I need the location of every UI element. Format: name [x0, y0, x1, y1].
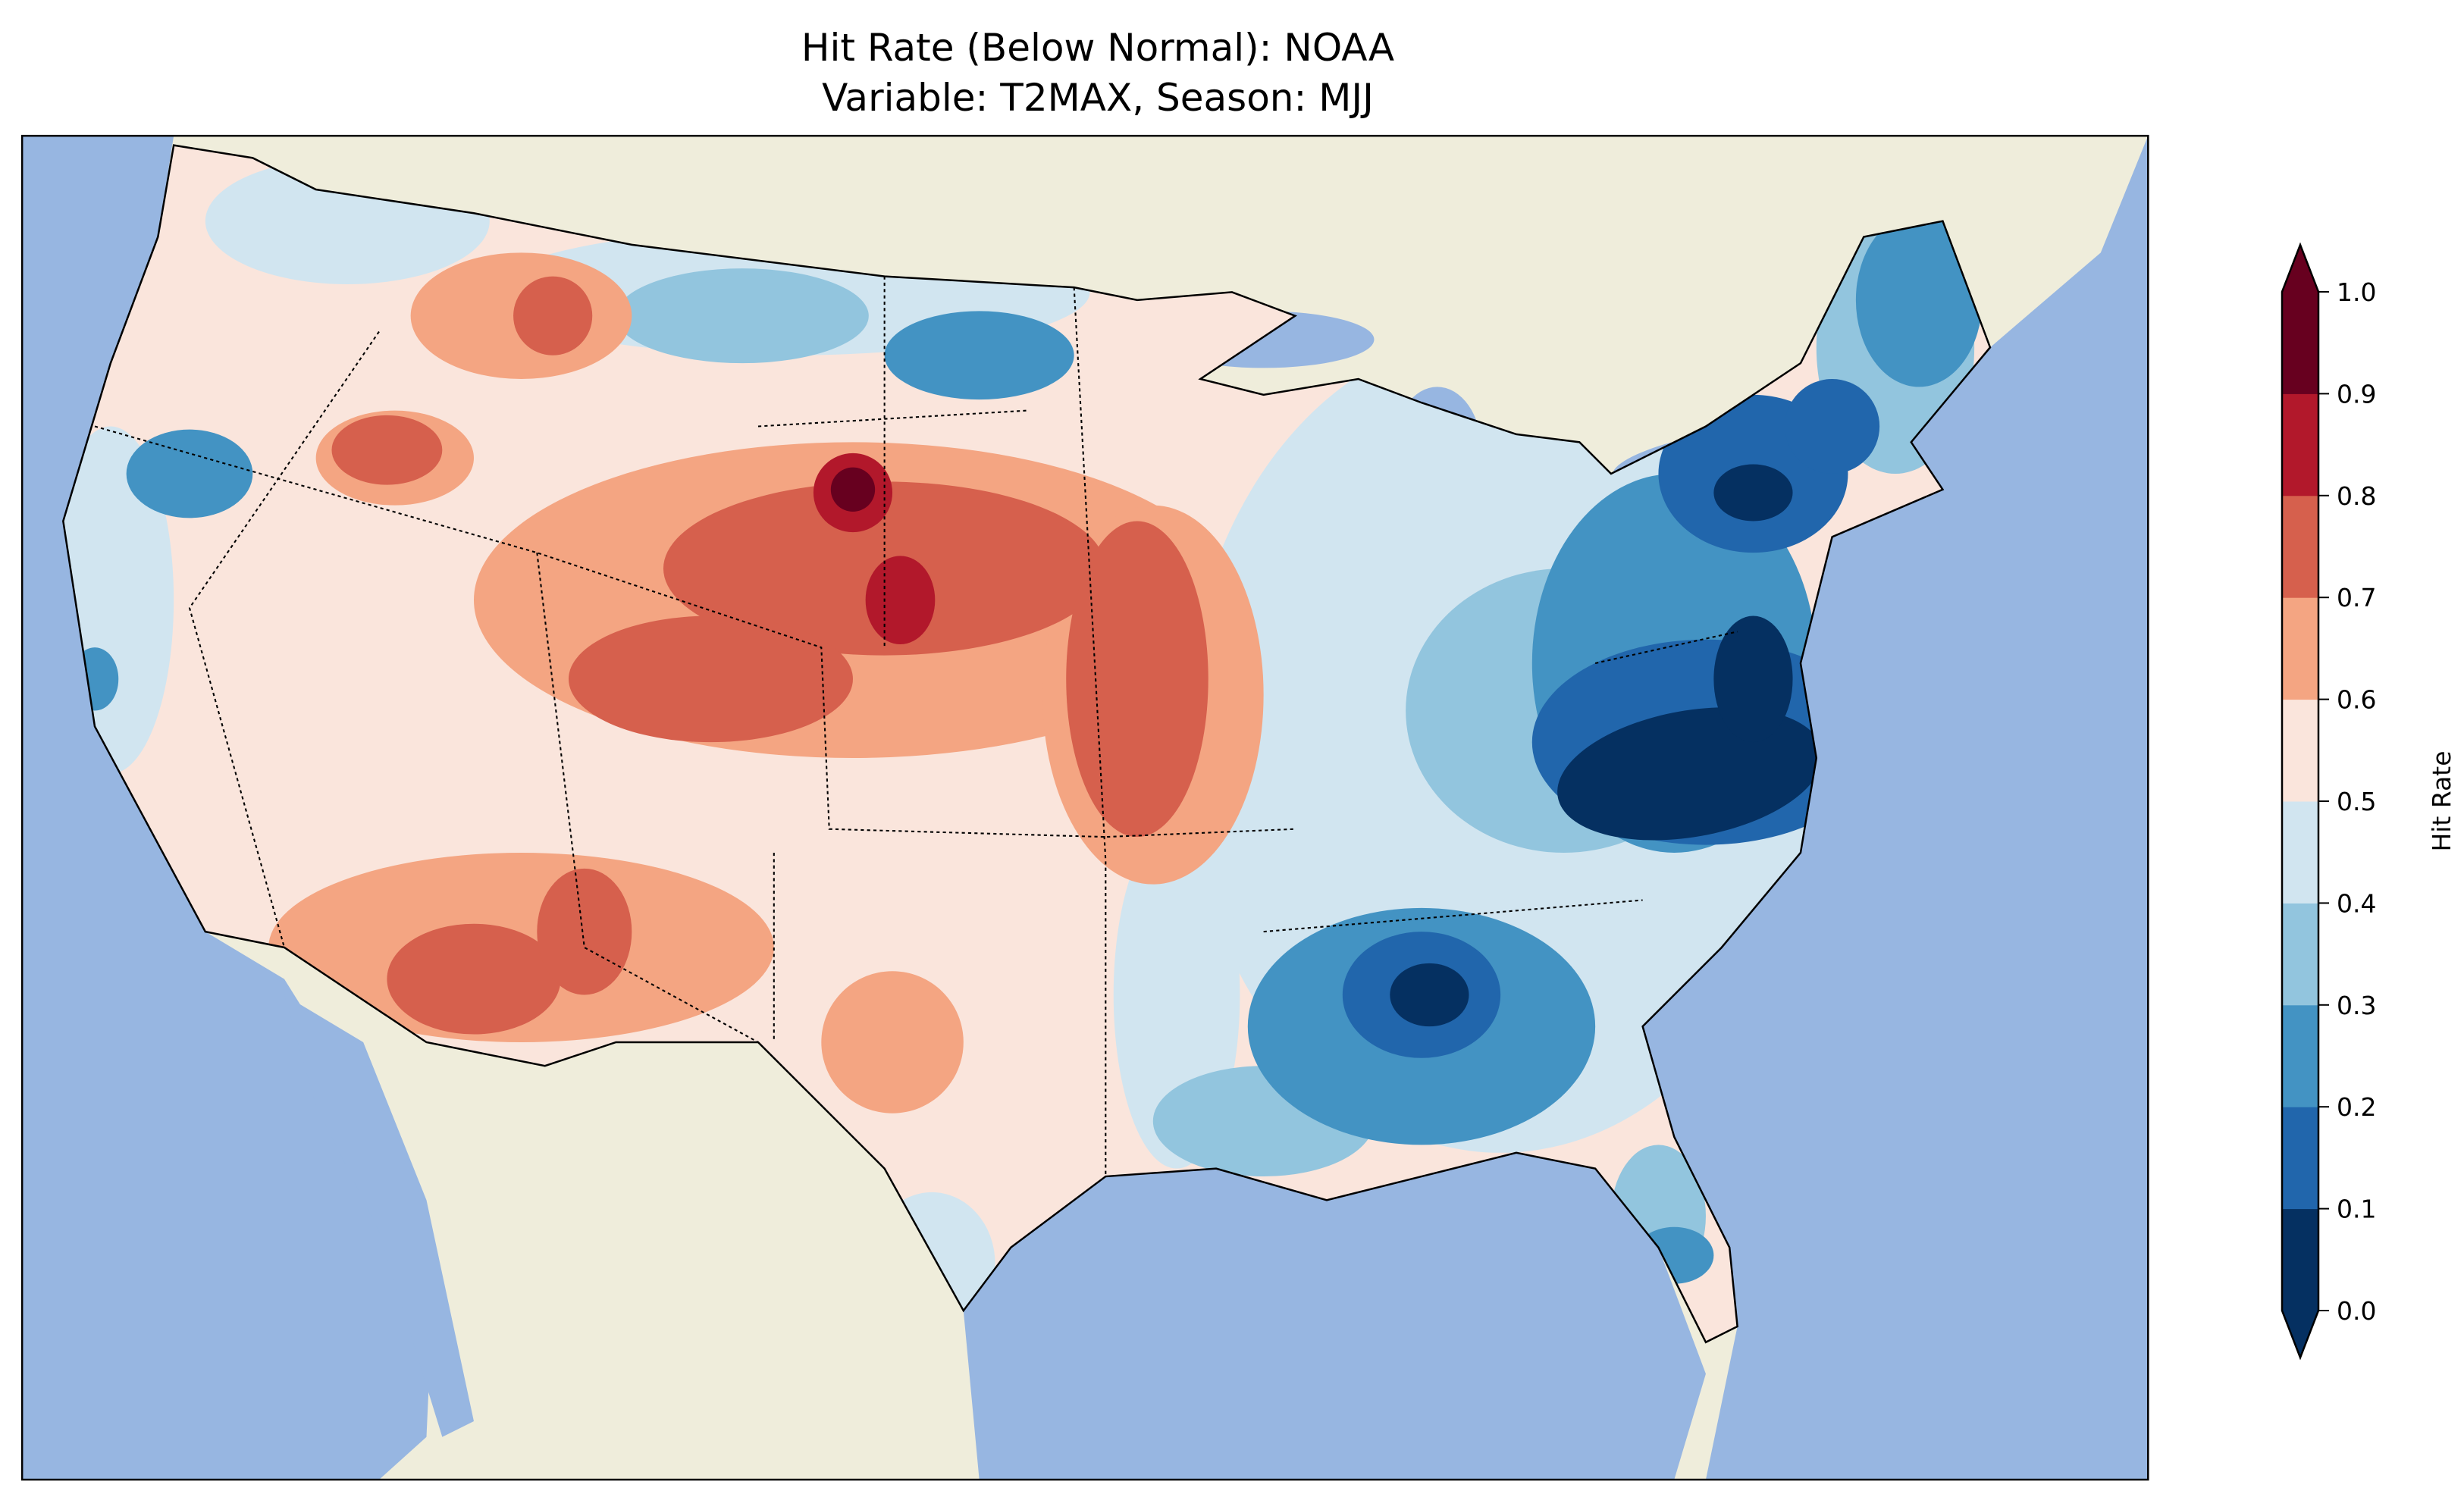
colorbar-tick-label: 0.4 — [2337, 888, 2376, 918]
colorbar-tick-label: 0.9 — [2337, 379, 2376, 409]
atlantic-ocean — [1642, 136, 2149, 1480]
colorbar-segment — [2282, 903, 2318, 1006]
chart-title-line2: Variable: T2MAX, Season: MJJ — [822, 76, 1374, 120]
gulf-of-mexico — [884, 1152, 1706, 1480]
colorbar-tick-label: 0.3 — [2337, 991, 2376, 1020]
colorbar-tick-label: 0.5 — [2337, 787, 2376, 816]
colorbar-segment — [2282, 1004, 2318, 1107]
colorbar-segment — [2282, 801, 2318, 904]
chart-title-line1: Hit Rate (Below Normal): NOAA — [801, 26, 1395, 70]
colorbar-segment — [2282, 393, 2318, 496]
colorbar-label: Hit Rate — [2427, 750, 2456, 851]
colorbar-segment — [2282, 495, 2318, 598]
colorbar-tick-label: 0.1 — [2337, 1195, 2376, 1224]
colorbar-segment — [2282, 597, 2318, 700]
colorbar-tick-label: 1.0 — [2337, 277, 2376, 307]
us-coastline — [62, 144, 1992, 1344]
state-borders — [94, 276, 1738, 1177]
colorbar-segment — [2282, 1208, 2318, 1311]
map-frame — [20, 134, 2149, 1481]
colorbar-segment — [2282, 292, 2318, 394]
gulf-of-california — [284, 994, 474, 1437]
colorbar-tick-label: 0.6 — [2337, 685, 2376, 715]
colorbar-segment — [2282, 1107, 2318, 1210]
colorbar-tick-label: 0.8 — [2337, 481, 2376, 511]
colorbar-tick-label: 0.2 — [2337, 1092, 2376, 1122]
colorbar-tick-label: 0.7 — [2337, 583, 2376, 612]
colorbar-extend-max — [2282, 245, 2318, 292]
map-panel — [20, 134, 2149, 1481]
pacific-ocean — [22, 136, 434, 1480]
colorbar-segment — [2282, 699, 2318, 802]
colorbar: 0.0 0.1 0.2 0.3 0.4 0.5 0.6 0.7 0.8 0.9 1.0 — [2281, 242, 2376, 1361]
colorbar-extend-min — [2282, 1311, 2318, 1358]
colorbar-tick-label: 0.0 — [2337, 1296, 2376, 1326]
